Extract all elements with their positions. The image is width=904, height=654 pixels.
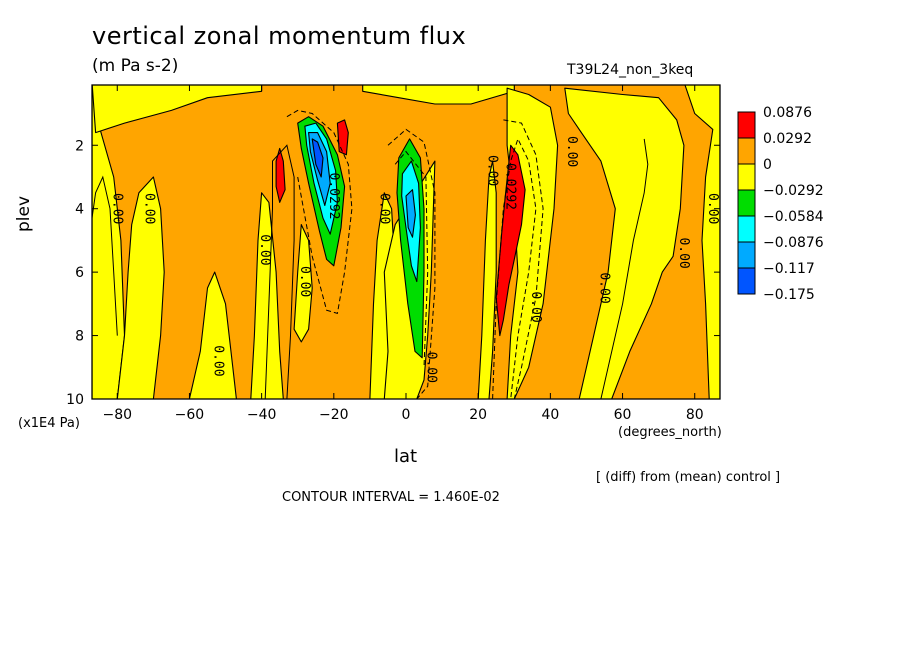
- yellow-region: [564, 87, 685, 399]
- negative-core-blue: [311, 138, 324, 178]
- x-tick-label: 20: [469, 407, 487, 423]
- contour-line: [92, 175, 118, 336]
- contour-line: [387, 128, 436, 399]
- x-tick-label: −80: [102, 407, 132, 423]
- x-axis-unit: (degrees_north): [618, 425, 722, 440]
- contour-line: [492, 137, 537, 399]
- legend-swatch: [737, 111, 756, 139]
- contour-label: 0.00: [528, 291, 543, 322]
- chart-title: vertical zonal momentum flux: [92, 22, 467, 50]
- legend-level-label: −0.117: [763, 261, 815, 277]
- contour-line: [503, 119, 544, 399]
- legend-level-label: −0.0876: [763, 235, 824, 251]
- x-tick-label: −40: [247, 407, 277, 423]
- contour-label: 0.00: [376, 193, 391, 224]
- yellow-region: [188, 271, 237, 399]
- yellow-region: [116, 176, 165, 399]
- yellow-region: [477, 160, 497, 399]
- contour-label: 0.00: [423, 352, 438, 383]
- diff-note: [ (diff) from (mean) control ]: [596, 470, 781, 485]
- contour-label: 0.00: [564, 136, 579, 167]
- y-axis-label: plev: [14, 195, 34, 232]
- legend-level-label: 0.0876: [763, 105, 812, 121]
- contour-interval: CONTOUR INTERVAL = 1.460E-02: [282, 490, 500, 505]
- legend-swatch: [737, 241, 756, 269]
- contour-label: 0.00: [210, 345, 225, 376]
- color-legend: 0.0876 0.0292 0 −0.0292 −0.0584 −0.0876 −0.117…: [737, 105, 824, 303]
- x-tick-label: −20: [319, 407, 349, 423]
- y-tick-label: 2: [75, 138, 84, 154]
- legend-swatch: [737, 163, 756, 191]
- yellow-region: [362, 85, 515, 105]
- x-tick-label: 80: [686, 407, 704, 423]
- contour-label: 0.00: [297, 266, 312, 297]
- legend-swatch: [737, 189, 756, 217]
- contour-line: [264, 144, 295, 399]
- y-tick-label: 4: [75, 202, 84, 218]
- legend-level-label: −0.175: [763, 287, 815, 303]
- contour-label: 0.0292: [326, 173, 341, 220]
- y-axis-unit: (x1E4 Pa): [18, 416, 80, 431]
- y-tick-label: 10: [66, 392, 84, 408]
- yellow-region: [250, 192, 284, 399]
- contour-label: 0.00: [485, 155, 500, 186]
- x-axis: −80 −60 −40 −20 0 20 40 60 80: [102, 85, 704, 423]
- plot-area: 0.00 0.000.000.000.000.0292 0.000.000.0292…: [92, 85, 720, 399]
- legend-level-label: 0: [763, 157, 772, 173]
- x-tick-label: −60: [175, 407, 205, 423]
- yellow-region: [293, 224, 313, 343]
- x-tick-label: 0: [402, 407, 411, 423]
- contour-label: 0.00: [109, 193, 124, 224]
- contour-label: 0.00: [676, 237, 691, 268]
- y-tick-label: 6: [75, 265, 84, 281]
- legend-level-label: −0.0584: [763, 209, 824, 225]
- contour-line: [600, 138, 649, 399]
- contour-line: [394, 150, 429, 368]
- x-tick-label: 40: [541, 407, 559, 423]
- contour-label: 0.0292: [503, 163, 518, 210]
- legend-level-label: 0.0292: [763, 131, 812, 147]
- x-axis-label: lat: [394, 446, 418, 467]
- legend-swatch: [737, 137, 756, 165]
- positive-core-red: [336, 119, 349, 156]
- y-tick-label: 8: [75, 329, 84, 345]
- y-axis: 2 4 6 8 10: [66, 138, 720, 408]
- contour-label: 0.00: [142, 193, 157, 224]
- yellow-region: [92, 85, 263, 134]
- legend-level-label: −0.0292: [763, 183, 824, 199]
- legend-swatch: [737, 267, 756, 295]
- contour-label: 0.00: [597, 272, 612, 303]
- contour-label: 0.00: [257, 234, 272, 265]
- x-tick-label: 60: [614, 407, 632, 423]
- positive-core-red: [275, 147, 286, 203]
- negative-core-lightblue: [405, 189, 416, 238]
- run-id: T39L24_non_3keq: [567, 62, 694, 78]
- yellow-region: [684, 85, 720, 399]
- legend-swatch: [737, 215, 756, 243]
- chart-units: (m Pa s-2): [92, 56, 179, 76]
- contour-label: 0.00: [705, 193, 720, 224]
